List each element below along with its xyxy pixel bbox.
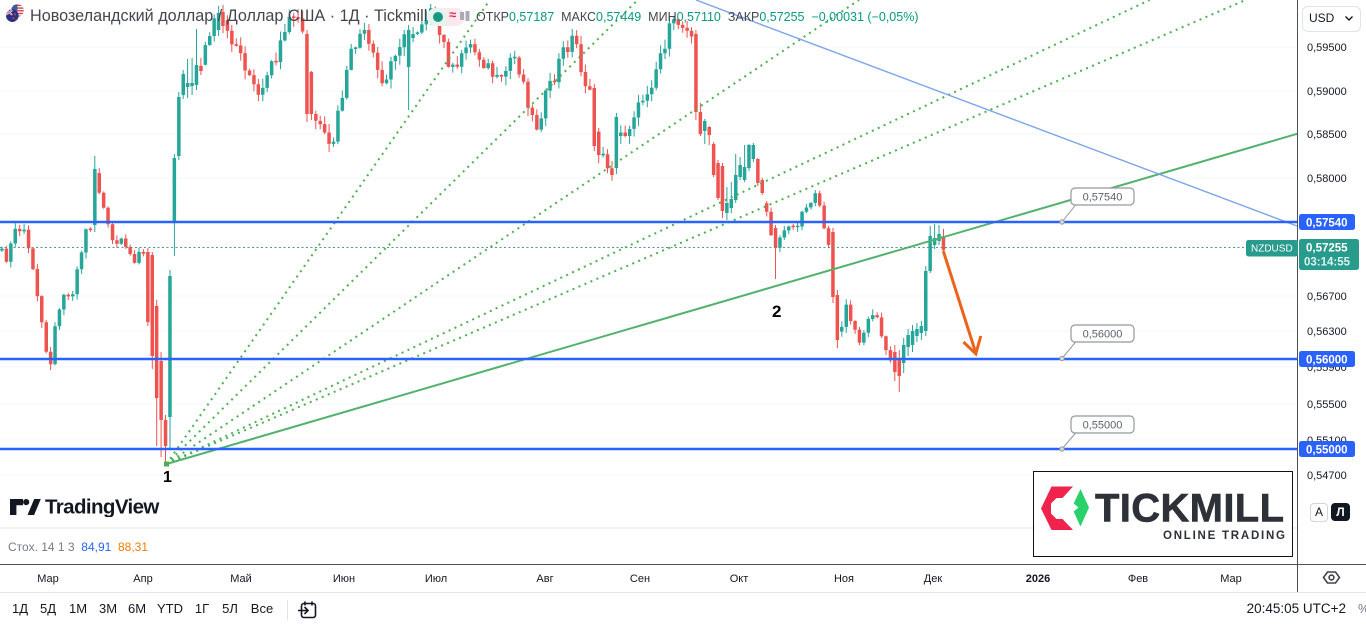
svg-text:0,56000: 0,56000 [1083,329,1123,341]
svg-text:0,57255: 0,57255 [1306,243,1348,255]
svg-text:Окт: Окт [730,573,749,585]
svg-text:Дек: Дек [924,573,943,585]
svg-text:TICKMILL: TICKMILL [1095,488,1284,531]
svg-text:0,57540: 0,57540 [1306,218,1348,230]
svg-text:Май: Май [230,573,252,585]
svg-text:Ноя: Ноя [834,573,854,585]
svg-text:0,56000: 0,56000 [1306,355,1348,367]
svg-text:Сен: Сен [630,573,650,585]
svg-text:03:14:55: 03:14:55 [1304,257,1351,269]
svg-text:Авг: Авг [536,573,553,585]
svg-text:Июл: Июл [425,573,447,585]
svg-text:Июн: Июн [333,573,355,585]
svg-text:Мар: Мар [1220,573,1242,585]
svg-text:Фев: Фев [1128,573,1148,585]
svg-text:0,58000: 0,58000 [1307,173,1347,185]
svg-text:0,59500: 0,59500 [1307,42,1347,54]
svg-text:2026: 2026 [1026,573,1050,585]
svg-text:0,55500: 0,55500 [1307,399,1347,411]
svg-text:0,54700: 0,54700 [1307,470,1347,482]
svg-text:0,56700: 0,56700 [1307,291,1347,303]
svg-text:0,59000: 0,59000 [1307,86,1347,98]
svg-text:2: 2 [772,302,781,321]
svg-text:Апр: Апр [133,573,152,585]
svg-text:0,57540: 0,57540 [1083,192,1123,204]
svg-text:0,55000: 0,55000 [1306,445,1348,457]
svg-text:0,58500: 0,58500 [1307,129,1347,141]
svg-text:NZDUSD: NZDUSD [1251,244,1293,255]
svg-text:Мар: Мар [37,573,59,585]
svg-text:1: 1 [163,469,172,486]
svg-text:0,56300: 0,56300 [1307,326,1347,338]
svg-text:TradingView: TradingView [45,498,159,517]
svg-text:0,55000: 0,55000 [1083,420,1123,432]
svg-text:ONLINE TRADING: ONLINE TRADING [1163,530,1285,542]
